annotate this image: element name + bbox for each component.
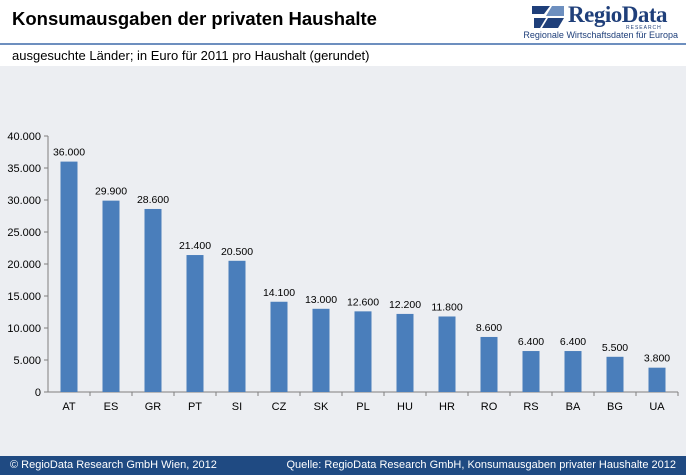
bar-bg	[606, 356, 624, 392]
data-label: 5.500	[602, 342, 628, 354]
x-tick-label: UA	[649, 401, 665, 413]
x-tick-label: ES	[104, 401, 119, 413]
data-label: 36.000	[53, 147, 85, 159]
page-title: Konsumausgaben der privaten Haushalte	[12, 8, 377, 29]
x-tick-label: BA	[566, 401, 581, 413]
data-label: 28.600	[137, 194, 169, 206]
regiodata-logo: RegioData RESEARCH	[528, 2, 678, 42]
data-label: 12.200	[389, 299, 421, 311]
bar-cz	[270, 301, 288, 392]
data-label: 21.400	[179, 240, 211, 252]
bar-si	[228, 260, 246, 392]
x-tick-label: SK	[314, 401, 329, 413]
x-tick-label: PL	[356, 401, 369, 413]
logo-sub: RESEARCH	[626, 25, 662, 31]
bar-rs	[522, 351, 540, 392]
y-tick-label: 15.000	[7, 291, 41, 303]
y-tick-label: 0	[35, 387, 41, 399]
bar-sk	[312, 308, 330, 392]
logo-name: RegioData	[568, 2, 667, 27]
x-tick-label: CZ	[272, 401, 287, 413]
logo-tagline: Regionale Wirtschaftsdaten für Europa	[523, 30, 678, 40]
y-tick-label: 10.000	[7, 323, 41, 335]
logo-mark-icon	[532, 6, 564, 28]
y-tick-label: 30.000	[7, 195, 41, 207]
data-label: 14.100	[263, 287, 295, 299]
bar-at	[60, 161, 78, 392]
x-tick-label: HU	[397, 401, 413, 413]
bar-hr	[438, 316, 456, 392]
bar-chart: 0 5.000 10.000 15.000 20.000 25.000 30.000 35.0…	[7, 131, 679, 413]
data-label: 6.400	[560, 336, 586, 348]
bar-pt	[186, 255, 204, 392]
data-label: 12.600	[347, 296, 379, 308]
footer-copyright: © RegioData Research GmbH Wien, 2012	[10, 459, 217, 471]
x-tick-label: HR	[439, 401, 455, 413]
y-tick-label: 25.000	[7, 227, 41, 239]
data-label: 8.600	[476, 322, 502, 334]
x-tick-label: GR	[145, 401, 162, 413]
y-tick-label: 20.000	[7, 259, 41, 271]
data-label: 11.800	[431, 301, 462, 313]
footer-source: Quelle: RegioData Research GmbH, Konsuma…	[286, 459, 677, 471]
data-label: 20.500	[221, 246, 253, 258]
bar-ba	[564, 351, 582, 392]
chart-panel: 0 5.000 10.000 15.000 20.000 25.000 30.000 35.0…	[0, 66, 686, 456]
x-tick-label: AT	[62, 401, 76, 413]
y-tick-label: 5.000	[13, 355, 41, 367]
y-tick-label: 35.000	[7, 163, 41, 175]
x-tick-label: RS	[523, 401, 538, 413]
bar-pl	[354, 311, 372, 392]
data-label: 29.900	[95, 186, 127, 198]
bar-es	[102, 200, 120, 392]
header-divider	[0, 43, 686, 45]
x-tick-label: RO	[481, 401, 498, 413]
bar-ua	[648, 367, 666, 392]
bar-gr	[144, 208, 162, 392]
data-label: 6.400	[518, 336, 544, 348]
bar-hu	[396, 313, 414, 392]
bar-ro	[480, 336, 498, 392]
footer-bar: © RegioData Research GmbH Wien, 2012 Que…	[0, 456, 686, 475]
data-label: 3.800	[644, 353, 670, 365]
x-tick-label: PT	[188, 401, 202, 413]
data-label: 13.000	[305, 294, 337, 306]
chart-subtitle: ausgesuchte Länder; in Euro für 2011 pro…	[12, 48, 370, 63]
x-tick-label: BG	[607, 401, 623, 413]
y-tick-label: 40.000	[7, 131, 41, 143]
x-tick-label: SI	[232, 401, 242, 413]
